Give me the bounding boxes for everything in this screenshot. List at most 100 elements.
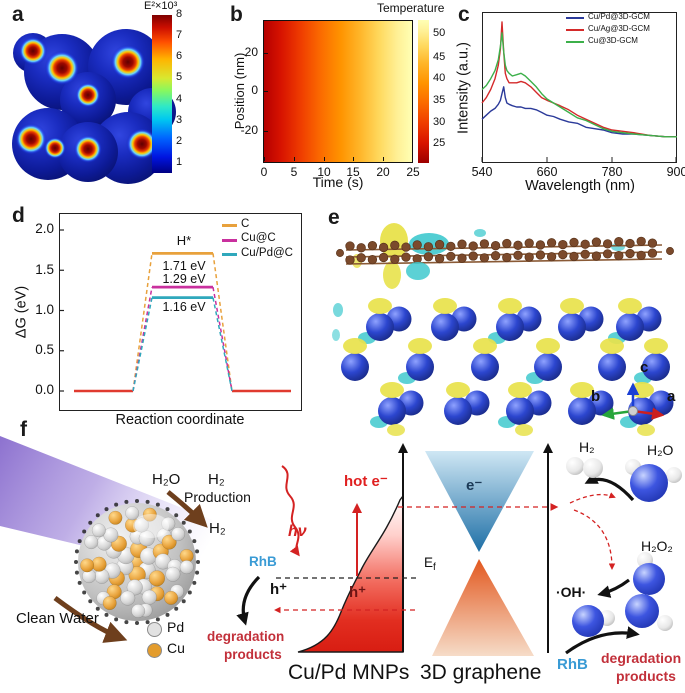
colorbar-b	[418, 20, 429, 163]
colorbar-a-tick: 4	[176, 93, 183, 105]
colorbar-a-tick: 1	[176, 156, 183, 168]
c-xtick: 660	[536, 165, 558, 179]
panel-label-f: f	[20, 418, 27, 441]
b-xlabel: Time (s)	[312, 174, 364, 190]
d-ytick: 0.0	[35, 382, 54, 397]
e-axis-b-label: b	[591, 388, 601, 405]
b-tick-mark	[353, 157, 355, 161]
colorbar-a	[152, 15, 172, 173]
energy-diagram-frame	[59, 213, 302, 411]
c-xtick: 540	[471, 165, 493, 179]
b-ytick: -20	[240, 123, 258, 137]
colorbar-a-tick: 5	[176, 71, 183, 83]
colorbar-b-title: Temperature	[377, 1, 445, 15]
d-legend-label: Cu@C	[241, 232, 276, 244]
f-h2o-label: H₂O	[152, 471, 181, 488]
hot-carrier-distribution	[297, 493, 404, 653]
h2-production-arrow	[166, 490, 208, 528]
spectra-plot	[481, 21, 677, 162]
f-right-h2o2-label: H₂O₂	[641, 538, 673, 554]
d-ytick: 2.0	[35, 221, 54, 236]
clean-water-arrow	[53, 595, 128, 643]
b-ytick: 0	[251, 83, 258, 97]
b-tick-mark	[264, 53, 268, 54]
colorbar-a-tick: 3	[176, 114, 183, 126]
f-right-h2o-label: H₂O	[647, 442, 674, 458]
b-ytick: 20	[244, 45, 258, 59]
degradation-label-left2: products	[224, 647, 282, 662]
b-xtick: 20	[376, 165, 390, 179]
panel-label-c: c	[458, 3, 470, 26]
hot-electron-label: hot e⁻	[344, 473, 388, 490]
field-simulation-image	[12, 29, 176, 184]
panel-label-e: e	[328, 206, 340, 229]
d-legend-label: C	[241, 218, 250, 230]
c-legend-label: Cu@3D-GCM	[588, 36, 638, 45]
charge-density-structure	[332, 223, 674, 436]
c-ylabel: Intensity (a.u.)	[455, 42, 472, 134]
colorbar-a-tick: 2	[176, 135, 183, 147]
b-tick-mark	[264, 157, 265, 161]
degradation-label-right: degradation	[601, 650, 682, 666]
h2o-to-h2-arrow	[584, 472, 635, 502]
d-ytick: 0.5	[35, 342, 54, 357]
c-legend-label: Cu/Pd@3D-GCM	[588, 12, 650, 21]
d-intermediate-label: H*	[176, 233, 192, 248]
f-right-h2-label: H₂	[579, 439, 595, 455]
degradation-label-left: degradation	[207, 629, 285, 644]
c-xtick: 780	[601, 165, 623, 179]
cu-legend-label: Cu	[167, 640, 185, 656]
colorbar-b-tick: 40	[433, 72, 446, 84]
oh-radical-label: ·OH·	[556, 584, 587, 600]
rhb-degradation-arrow-left	[236, 575, 261, 626]
e-axis-a-label: a	[667, 388, 676, 405]
d-legend-swatch	[222, 253, 237, 256]
photon-hv-label: hν	[288, 523, 307, 540]
h2o2-molecule	[625, 552, 673, 631]
colorbar-b-tick: 25	[433, 137, 446, 149]
c-xlabel: Wavelength (nm)	[525, 178, 635, 194]
b-tick-mark	[264, 91, 268, 92]
colorbar-a-title: E²×10³	[144, 0, 178, 12]
b-xtick: 10	[317, 165, 331, 179]
d-barrier-value: 1.29 eV	[162, 272, 206, 286]
b-xtick: 25	[406, 165, 420, 179]
c-legend-swatch	[566, 29, 584, 31]
d-ylabel: ΔG (eV)	[13, 285, 30, 339]
colorbar-b-tick: 50	[433, 27, 446, 39]
e-axis-c-label: c	[640, 359, 649, 376]
cupd-nanoparticle	[74, 499, 200, 625]
b-tick-mark	[264, 131, 268, 132]
d-legend-label: Cu/Pd@C	[241, 247, 293, 259]
photon-squiggle	[281, 465, 300, 557]
cupd-mnps-label: Cu/Pd MNPs	[288, 661, 410, 684]
panel-label-b: b	[230, 3, 243, 26]
f-h2-production-label2: Production	[184, 489, 251, 505]
b-ylabel: Position (nm)	[232, 52, 248, 130]
d-barrier-value: 1.71 eV	[162, 259, 206, 273]
d-ytick: 1.5	[35, 262, 54, 277]
cu-legend-dot	[147, 643, 162, 658]
b-xtick: 5	[290, 165, 298, 179]
b-tick-mark	[383, 157, 385, 161]
f-h2-production-label: H₂	[208, 471, 225, 488]
f-clean-water-label: Clean Water	[16, 610, 99, 627]
colorbar-b-tick: 30	[433, 116, 446, 128]
electron-branch-up-dashed	[569, 492, 616, 504]
graphene-cone-lower	[432, 559, 534, 656]
graphene-label: 3D graphene	[420, 661, 542, 684]
colorbar-b-tick: 45	[433, 51, 446, 63]
mechanism-scheme	[0, 436, 682, 656]
colorbar-b-tick: 35	[433, 94, 446, 106]
c-xtick: 900	[666, 165, 685, 179]
electron-branch-down-dashed	[573, 509, 616, 570]
panel-label-d: d	[12, 204, 25, 227]
spectra-plot-frame	[482, 12, 677, 163]
c-legend-swatch	[566, 17, 584, 19]
d-legend-swatch	[222, 239, 237, 242]
graphene-cone-upper	[425, 451, 534, 552]
f-h2-product-label: H₂	[209, 520, 226, 537]
h2o-molecule	[625, 459, 682, 502]
h2o2-to-oh-arrow	[597, 578, 630, 598]
